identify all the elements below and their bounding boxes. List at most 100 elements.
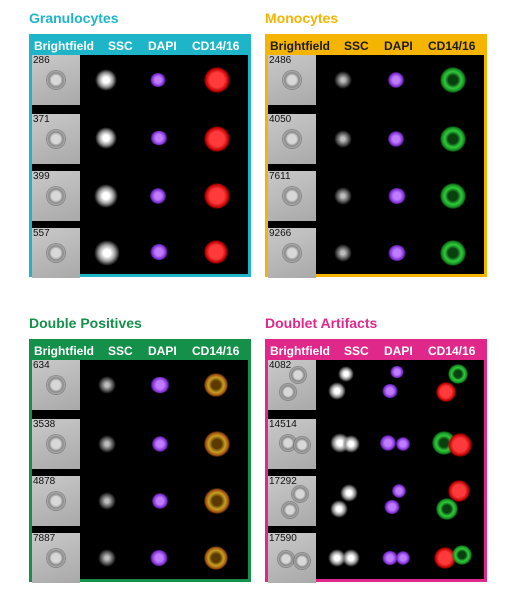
dapi-image (392, 484, 406, 498)
brightfield-image: 2486 (268, 55, 316, 105)
ssc-image (94, 184, 118, 208)
ssc-image (98, 492, 116, 510)
channel-label-cd14-16: CD14/16 (428, 39, 476, 53)
ssc-image (342, 435, 360, 453)
dapi-image (380, 435, 396, 451)
cd14-16-image (448, 480, 470, 502)
cd14-16-image (204, 67, 230, 93)
event-number: 557 (33, 228, 50, 239)
dapi-image (382, 384, 398, 398)
cd14-16-image (204, 240, 228, 264)
cell-row: 371 (32, 114, 248, 164)
event-number: 7611 (269, 171, 291, 182)
channel-label-brightfield: Brightfield (34, 344, 94, 358)
channel-label-dapi: DAPI (148, 39, 177, 53)
channel-label-cd14-16: CD14/16 (192, 39, 240, 53)
brightfield-image: 7611 (268, 171, 316, 221)
dapi-image (390, 366, 404, 378)
cell-row: 7887 (32, 533, 248, 583)
image-grid: Brightfield SSC DAPI CD14/16 286 371 399… (29, 34, 251, 278)
cell-row: 4878 (32, 476, 248, 526)
event-number: 17292 (269, 476, 297, 487)
dapi-image (396, 551, 410, 565)
cell-row: 7611 (268, 171, 484, 221)
cd14-16-image (436, 498, 458, 520)
dapi-image (150, 550, 168, 566)
cd14-16-image (204, 488, 230, 514)
channel-label-dapi: DAPI (384, 344, 413, 358)
channel-label-dapi: DAPI (384, 39, 413, 53)
event-number: 399 (33, 171, 50, 182)
event-number: 9266 (269, 228, 292, 239)
cd14-16-image (440, 240, 466, 266)
dapi-image (150, 73, 166, 87)
cd14-16-image (440, 183, 466, 209)
cell-row: 17292 (268, 476, 484, 526)
brightfield-image: 14514 (268, 419, 316, 469)
brightfield-image: 3538 (32, 419, 80, 469)
dapi-image (396, 437, 410, 451)
channel-header: Brightfield SSC DAPI CD14/16 (32, 37, 248, 55)
cd14-16-image (204, 373, 228, 397)
panel-title: Monocytes (265, 10, 339, 26)
image-grid: Brightfield SSC DAPI CD14/16 2486 4050 7… (265, 34, 487, 278)
dapi-image (152, 436, 168, 452)
ssc-image (98, 376, 116, 394)
cd14-16-image (440, 126, 466, 152)
cd14-16-image (440, 67, 466, 93)
cell-row: 9266 (268, 228, 484, 278)
cd14-16-image (448, 433, 472, 457)
event-number: 14514 (269, 419, 297, 430)
cd14-16-image (436, 382, 456, 402)
channel-header: Brightfield SSC DAPI CD14/16 (268, 37, 484, 55)
ssc-image (340, 484, 358, 502)
ssc-image (328, 549, 346, 567)
ssc-image (334, 187, 352, 205)
cell-row: 557 (32, 228, 248, 278)
channel-label-brightfield: Brightfield (270, 39, 330, 53)
cd14-16-image (452, 545, 472, 565)
event-number: 3538 (33, 419, 56, 430)
cd14-16-image (204, 431, 230, 457)
event-number: 4878 (33, 476, 56, 487)
event-number: 4082 (269, 360, 292, 371)
channel-header: Brightfield SSC DAPI CD14/16 (268, 342, 484, 360)
dapi-image (150, 244, 168, 260)
panel-title: Granulocytes (29, 10, 119, 26)
cell-row: 4050 (268, 114, 484, 164)
cell-row: 4082 (268, 360, 484, 410)
brightfield-image: 371 (32, 114, 80, 164)
ssc-image (334, 71, 352, 89)
event-number: 371 (33, 114, 50, 125)
cell-row: 399 (32, 171, 248, 221)
channel-label-cd14-16: CD14/16 (428, 344, 476, 358)
ssc-image (98, 549, 116, 567)
brightfield-image: 17292 (268, 476, 316, 526)
ssc-image (94, 240, 120, 266)
channel-label-brightfield: Brightfield (270, 344, 330, 358)
ssc-image (328, 382, 346, 400)
dapi-image (388, 245, 406, 261)
event-number: 2486 (269, 55, 292, 66)
cell-row: 286 (32, 55, 248, 105)
event-number: 4050 (269, 114, 292, 125)
ssc-image (342, 549, 360, 567)
cell-row: 634 (32, 360, 248, 410)
ssc-image (98, 435, 116, 453)
channel-header: Brightfield SSC DAPI CD14/16 (32, 342, 248, 360)
ssc-image (330, 500, 348, 518)
dapi-image (384, 500, 400, 514)
dapi-image (150, 188, 166, 204)
brightfield-image: 4050 (268, 114, 316, 164)
cell-row: 17590 (268, 533, 484, 583)
cd14-16-image (204, 546, 228, 570)
ssc-image (334, 244, 352, 262)
cd14-16-image (204, 126, 230, 152)
cell-row: 3538 (32, 419, 248, 469)
channel-label-ssc: SSC (108, 344, 133, 358)
image-grid: Brightfield SSC DAPI CD14/16 634 3538 48… (29, 339, 251, 583)
cd14-16-image (204, 183, 230, 209)
event-number: 634 (33, 360, 50, 371)
brightfield-image: 286 (32, 55, 80, 105)
ssc-image (338, 366, 354, 382)
